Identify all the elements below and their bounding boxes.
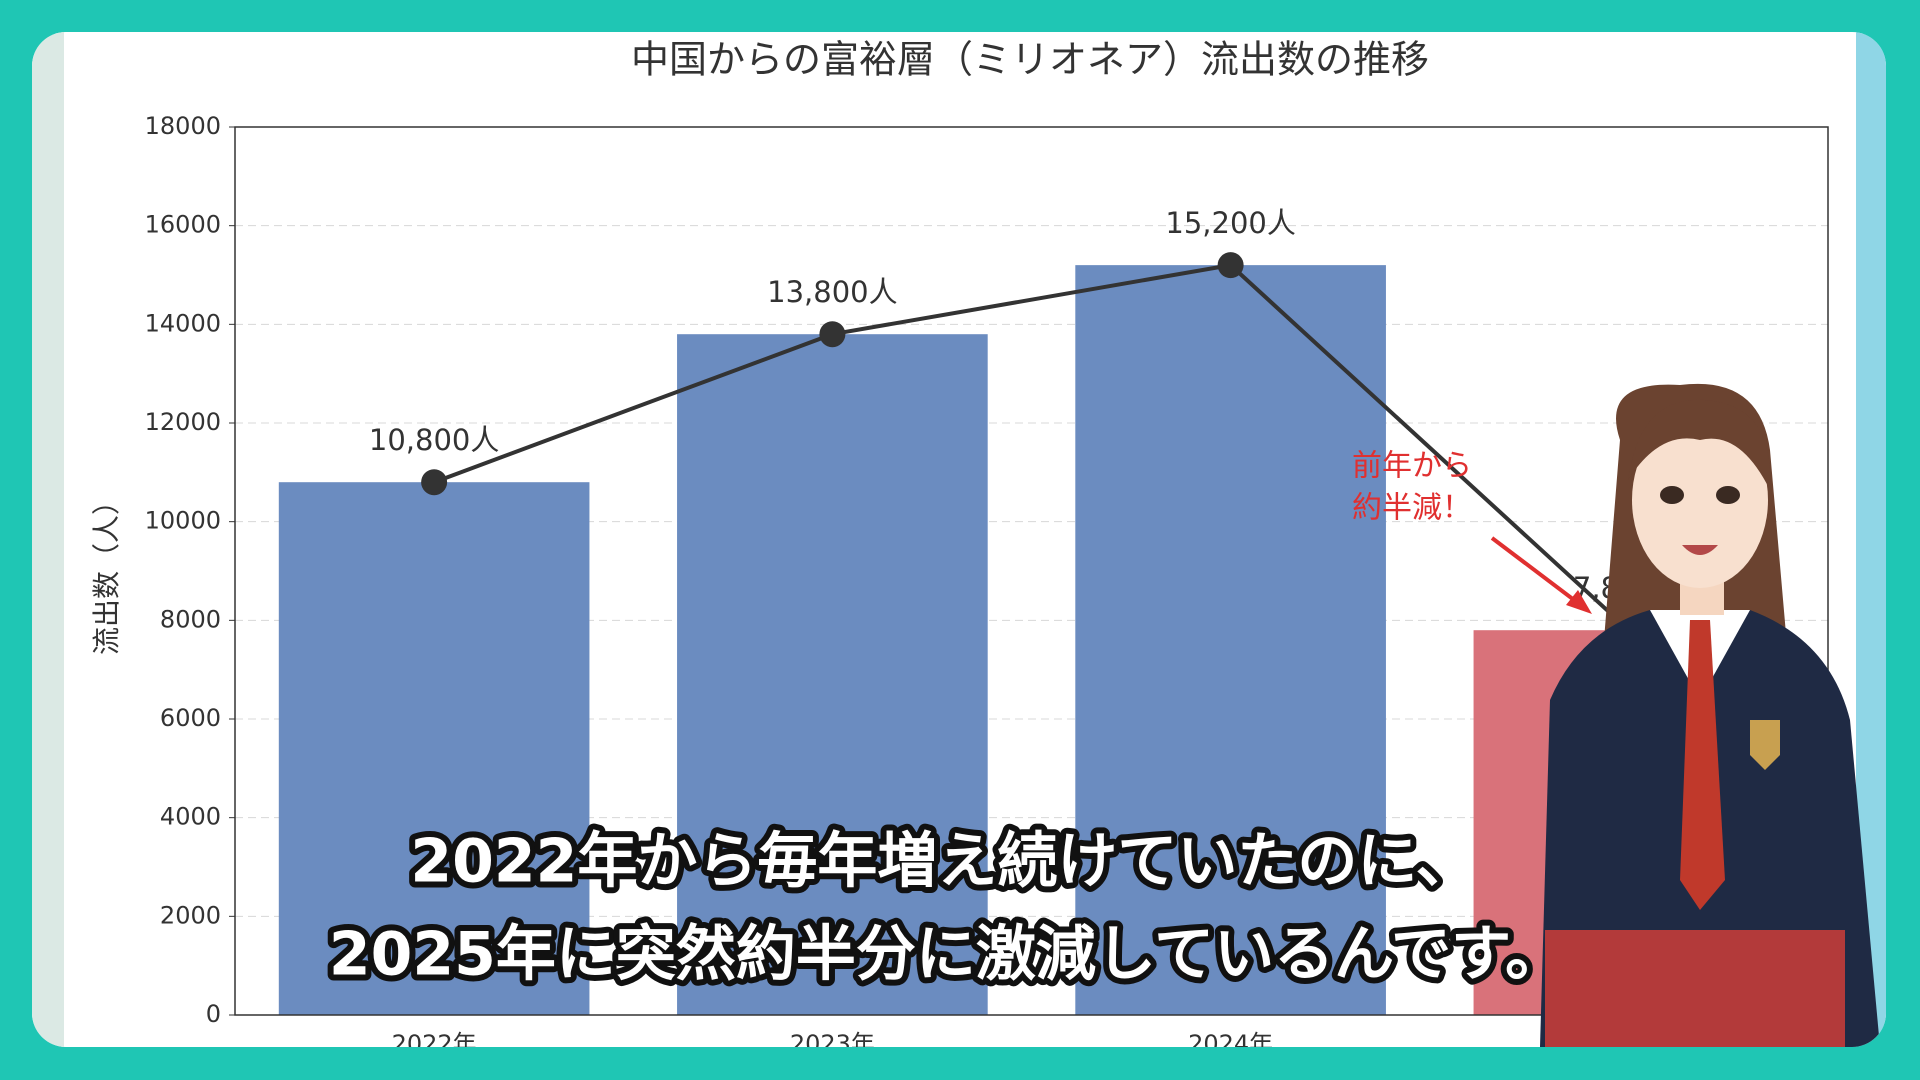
y-tick-label: 4000 xyxy=(160,803,221,831)
bar xyxy=(278,482,590,1015)
value-label: 10,800人 xyxy=(369,423,499,457)
bar xyxy=(677,334,988,1015)
eye xyxy=(1716,486,1740,504)
mouth xyxy=(1682,545,1718,555)
x-tick-label: 2023年 xyxy=(790,1030,875,1058)
annotation: 約半減！ xyxy=(1352,491,1472,526)
y-tick-label: 14000 xyxy=(145,309,221,337)
value-label: 13,800人 xyxy=(767,275,897,309)
face xyxy=(1632,412,1768,588)
y-tick-label: 2000 xyxy=(160,901,221,929)
bar xyxy=(1075,265,1386,1016)
caption: 2022年から毎年増え続けていたのに、 xyxy=(410,827,1475,897)
bangs xyxy=(1628,399,1771,490)
y-axis-label: 流出数（人） xyxy=(90,487,123,655)
axes-frame xyxy=(234,126,1829,1016)
annotation: 前年から xyxy=(1352,449,1472,484)
value-label: 15,200人 xyxy=(1165,206,1295,240)
eye xyxy=(1660,486,1684,504)
map-strip xyxy=(32,32,64,1047)
y-tick-label: 16000 xyxy=(145,211,221,239)
y-tick-label: 10000 xyxy=(145,507,221,535)
y-tick-label: 6000 xyxy=(160,704,221,732)
arrow-head xyxy=(1566,590,1592,614)
trend-point xyxy=(819,321,846,348)
tie xyxy=(1680,620,1725,910)
y-tick-label: 0 xyxy=(206,1000,221,1028)
chart-title: 中国からの富裕層（ミリオネア）流出数の推移 xyxy=(631,38,1429,82)
emblem xyxy=(1750,720,1780,770)
x-tick-label: 2022年 xyxy=(392,1030,477,1058)
annotation-arrow xyxy=(1490,536,1584,608)
y-tick-label: 12000 xyxy=(145,408,221,436)
trend-point xyxy=(1217,252,1244,279)
trend-line xyxy=(433,262,1631,632)
caption: 2025年に突然約半分に激減しているんです。 xyxy=(329,920,1565,990)
y-tick-label: 8000 xyxy=(160,605,221,633)
trend-point xyxy=(421,469,448,496)
x-tick-label: 2024年 xyxy=(1188,1030,1273,1058)
overlay: 2022年から毎年増え続けていたのに、 2025年に突然約半分に激減しているんです… xyxy=(323,383,1880,1047)
y-tick-label: 18000 xyxy=(145,112,221,140)
skirt xyxy=(1545,930,1845,1047)
